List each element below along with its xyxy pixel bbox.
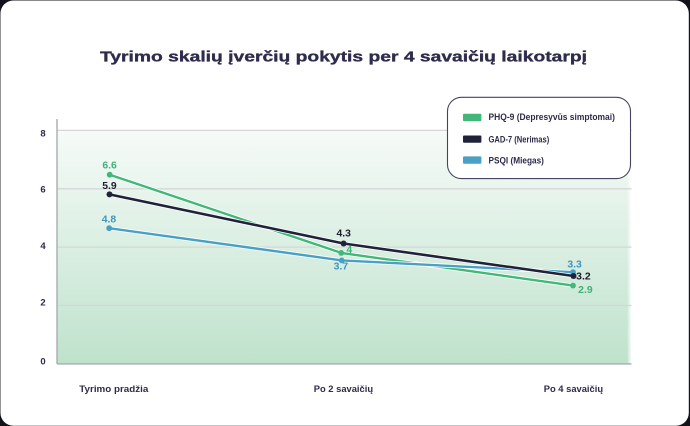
svg-text:4.3: 4.3 (336, 229, 351, 240)
svg-text:6: 6 (40, 185, 45, 196)
svg-text:8: 8 (40, 129, 45, 140)
svg-text:GAD-7 (Nerimas): GAD-7 (Nerimas) (489, 134, 550, 144)
svg-text:3.3: 3.3 (567, 259, 582, 270)
svg-text:2.9: 2.9 (578, 285, 593, 296)
svg-text:Po 4 savaičių: Po 4 savaičių (544, 384, 604, 394)
svg-text:Tyrimo pradžia: Tyrimo pradžia (79, 384, 149, 394)
svg-text:5.9: 5.9 (102, 181, 117, 192)
svg-text:PSQI (Miegas): PSQI (Miegas) (489, 155, 544, 165)
svg-text:Tyrimo skalių įverčių pokytis: Tyrimo skalių įverčių pokytis per 4 sava… (100, 49, 587, 66)
svg-text:Po 2 savaičių: Po 2 savaičių (314, 384, 374, 394)
svg-text:4.8: 4.8 (102, 215, 117, 226)
svg-text:0: 0 (40, 356, 45, 367)
svg-text:PHQ-9 (Depresyvūs simptomai): PHQ-9 (Depresyvūs simptomai) (489, 112, 615, 122)
svg-text:6.6: 6.6 (102, 161, 117, 172)
svg-text:4: 4 (40, 241, 46, 252)
svg-text:2: 2 (40, 297, 45, 308)
svg-text:3.7: 3.7 (334, 262, 349, 273)
svg-text:4: 4 (346, 245, 352, 256)
svg-text:3.2: 3.2 (576, 271, 591, 282)
